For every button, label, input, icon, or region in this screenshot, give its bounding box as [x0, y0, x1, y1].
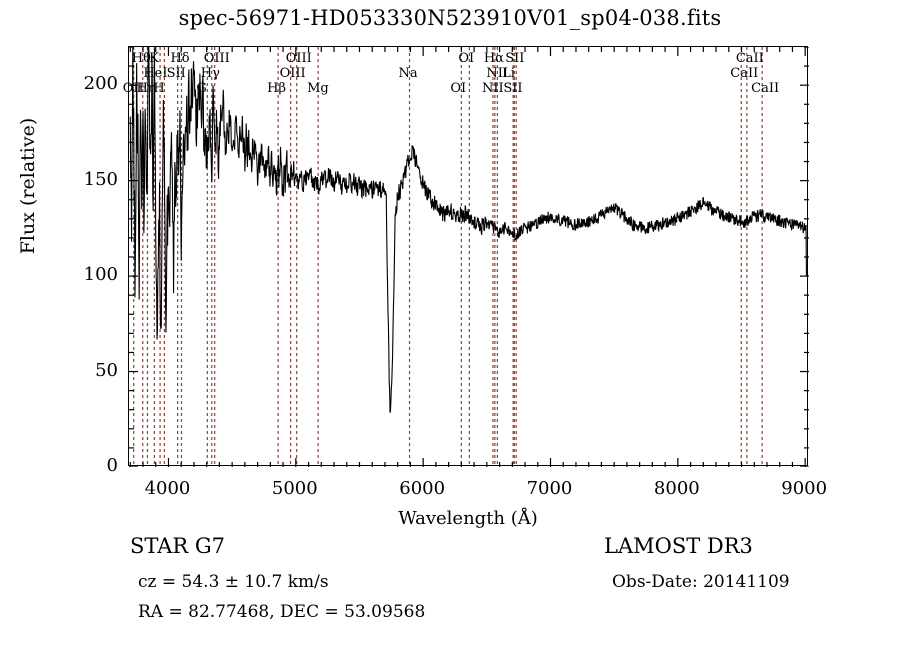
spectral-line-label: SII [503, 81, 523, 96]
coordinates-label: RA = 82.77468, DEC = 53.09568 [138, 602, 426, 622]
object-type-label: STAR G7 [130, 534, 226, 558]
spectral-line-label: OI [450, 81, 467, 96]
spectral-line-label: Na [398, 66, 418, 81]
x-tick-label: 4000 [144, 478, 191, 499]
y-tick-label: 50 [95, 359, 118, 381]
spectral-line-label: NII [486, 66, 509, 81]
y-tick-label: 150 [83, 168, 118, 190]
spectral-line-label: Hα [483, 51, 504, 66]
spectral-line-label: SII [505, 51, 525, 66]
spectral-line-label: H [153, 81, 165, 96]
spectral-line-label: HeI [143, 66, 168, 81]
x-tick-label: 5000 [271, 478, 318, 499]
spectral-line-label: OII [122, 81, 144, 96]
x-tick-label: 7000 [526, 478, 573, 499]
spectral-line-label: OIII [203, 51, 230, 66]
y-tick-label: 0 [106, 455, 118, 476]
y-tick-label: 200 [83, 73, 118, 95]
x-axis-label: Wavelength (Å) [398, 508, 538, 529]
spectral-line-label: Hδ [170, 51, 190, 66]
spectral-line-label: NII [481, 81, 504, 96]
plot-area [128, 46, 809, 467]
axis-ticks [129, 47, 809, 467]
spectral-line-label: Hβ [267, 81, 286, 96]
x-tick-label: 8000 [653, 478, 700, 499]
spectral-line-label: CaII [730, 66, 759, 81]
spectral-line-label: G [196, 81, 207, 96]
spectral-line-label: Li [502, 66, 515, 81]
spectral-line-label: Hθ [131, 51, 151, 66]
survey-label: LAMOST DR3 [604, 534, 753, 558]
plot-clip [129, 47, 807, 465]
spectral-line-label: K [149, 51, 159, 66]
x-tick-label: 6000 [399, 478, 446, 499]
spectral-line-label: Mg [307, 81, 329, 96]
spectral-line-label: CaII [751, 81, 780, 96]
spectral-line-label: Hη [136, 81, 156, 96]
page-title: spec-56971-HD053330N523910V01_sp04-038.f… [178, 6, 722, 30]
spectral-line-label: OIII [279, 66, 306, 81]
x-tick-label: 9000 [781, 478, 828, 499]
y-tick-label: 100 [83, 264, 118, 286]
y-axis-label: Flux (relative) [17, 117, 39, 255]
spectral-line-label: SII [166, 66, 186, 81]
redshift-label: cz = 54.3 ± 10.7 km/s [138, 572, 329, 592]
obs-date-label: Obs-Date: 20141109 [612, 572, 790, 592]
spectral-line-label: OI [458, 51, 475, 66]
spectral-line-label: CaII [735, 51, 764, 66]
spectral-line-label: OIII [285, 51, 312, 66]
spectrum-svg [129, 47, 807, 465]
spectral-line-label: Hγ [200, 66, 220, 81]
